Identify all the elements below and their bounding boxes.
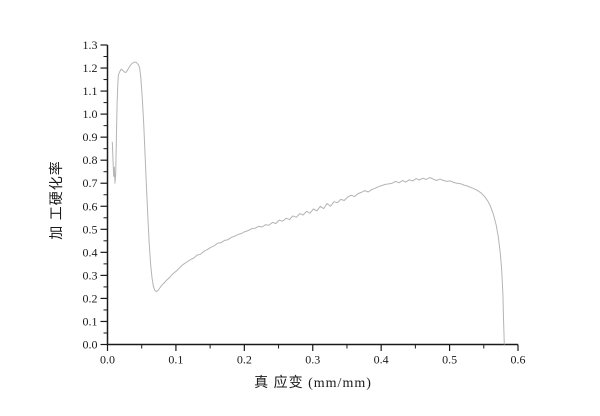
x-tick-label: 0.3	[305, 353, 320, 367]
y-tick-label: 1.3	[83, 38, 98, 52]
x-tick-label: 0.2	[237, 353, 252, 367]
x-tick-label: 0.1	[168, 353, 183, 367]
y-axis-title: 加 工硬化率	[50, 160, 65, 240]
y-tick-label: 0.0	[83, 338, 98, 352]
axes-spines	[106, 45, 518, 346]
y-tick-label: 0.1	[83, 314, 98, 328]
x-tick-label: 0.4	[374, 353, 389, 367]
y-tick-label: 0.8	[83, 153, 98, 167]
y-tick-label: 0.3	[83, 268, 98, 282]
y-tick-label: 1.0	[83, 107, 98, 121]
x-tick-label: 0.6	[511, 353, 526, 367]
x-tick-label: 0.5	[442, 353, 457, 367]
y-tick-label: 0.7	[83, 176, 98, 190]
x-tick-label: 0.0	[100, 353, 115, 367]
y-tick-label: 0.9	[83, 130, 98, 144]
y-tick-label: 0.2	[83, 291, 98, 305]
y-tick-label: 1.2	[83, 61, 98, 75]
y-tick-label: 0.5	[83, 222, 98, 236]
data-curve	[111, 61, 505, 345]
y-tick-label: 0.6	[83, 199, 98, 213]
y-tick-label: 1.1	[83, 84, 98, 98]
y-tick-label: 0.4	[83, 245, 98, 259]
x-axis-title: 真 应变 (mm/mm)	[254, 376, 372, 391]
